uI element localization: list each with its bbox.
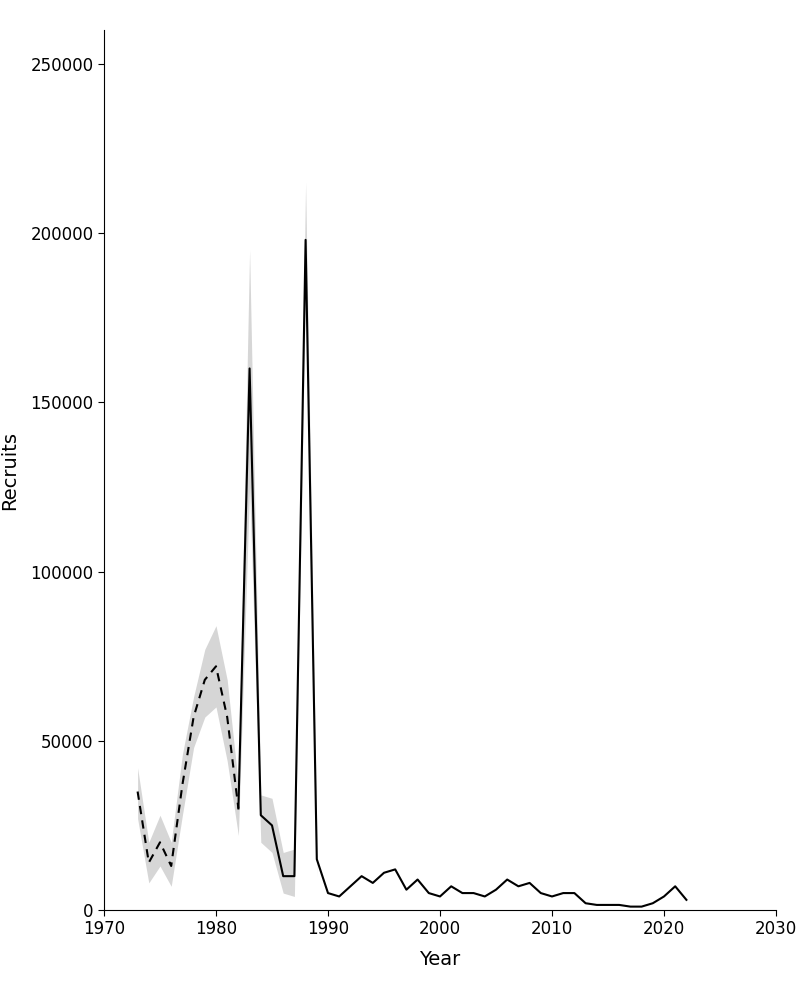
Y-axis label: Recruits: Recruits xyxy=(0,430,19,510)
X-axis label: Year: Year xyxy=(419,950,461,969)
